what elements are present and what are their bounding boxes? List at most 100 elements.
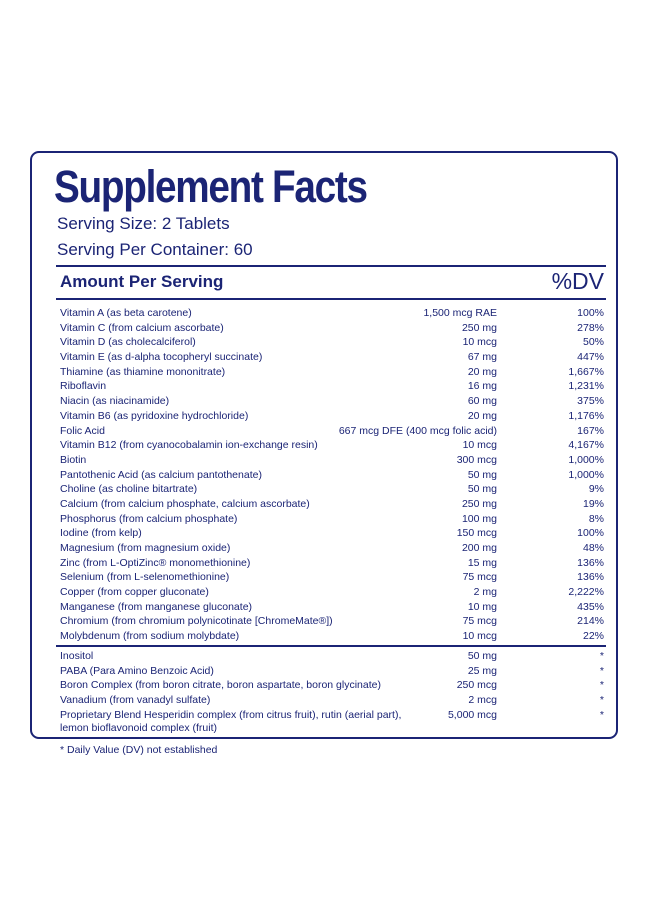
nutrient-row: Riboflavin 16 mg 1,231% xyxy=(60,379,604,394)
nutrient-amount: 2 mcg xyxy=(468,694,497,707)
nutrient-row: Vitamin B6 (as pyridoxine hydrochloride)… xyxy=(60,409,604,424)
nutrient-row: Vitamin B12 (from cyanocobalamin ion-exc… xyxy=(60,438,604,453)
nutrient-dv: 9% xyxy=(588,483,604,496)
nutrient-amount: 1,500 mcg RAE xyxy=(423,307,497,319)
nutrient-row: Chromium (from chromium polynicotinate [… xyxy=(60,614,604,629)
nutrient-dv: 167% xyxy=(577,424,604,437)
nutrient-dv: 1,000% xyxy=(568,453,604,466)
nutrient-name: PABA (Para Amino Benzoic Acid) xyxy=(60,664,214,677)
dv-header: %DV xyxy=(551,268,604,294)
nutrient-amount: 67 mg xyxy=(467,351,497,364)
nutrient-amount: 250 mg xyxy=(461,497,497,510)
nutrient-amount: 10 mg xyxy=(467,600,497,613)
nutrient-name: Boron Complex (from boron citrate, boron… xyxy=(60,679,381,692)
nutrient-dv: 8% xyxy=(588,512,604,525)
nutrient-amount: 16 mg xyxy=(467,380,497,393)
nutrient-amount: 250 mg xyxy=(461,321,497,334)
panel-title: Supplement Facts xyxy=(54,161,368,212)
nutrient-amount: 20 mg xyxy=(467,409,497,422)
nutrient-amount: 2 mg xyxy=(473,586,497,599)
nutrient-dv: 48% xyxy=(582,542,604,554)
nutrient-name: Vitamin C (from calcium ascorbate) xyxy=(60,321,224,334)
nutrient-row: Molybdenum (from sodium molybdate) 10 mcg… xyxy=(60,629,604,644)
nutrient-amount: 15 mg xyxy=(467,556,497,569)
nutrient-dv: * xyxy=(599,664,604,677)
nutrient-name: Vitamin D (as cholecalciferol) xyxy=(60,336,196,349)
nutrient-amount: 10 mcg xyxy=(462,439,497,452)
nutrient-amount: 25 mg xyxy=(467,664,497,677)
nutrient-amount: 10 mcg xyxy=(462,336,497,349)
other-ingredient-list: Inositol 50 mg * PABA (Para Amino Benzoic A… xyxy=(60,649,604,736)
nutrient-dv: * xyxy=(599,679,604,692)
nutrient-row: Boron Complex (from boron citrate, boron… xyxy=(60,678,604,693)
amount-per-serving-header: Amount Per Serving xyxy=(60,272,224,291)
nutrient-name: Manganese (from manganese gluconate) xyxy=(60,600,253,613)
nutrient-row: Magnesium (from magnesium oxide) 200 mg 48… xyxy=(60,541,604,556)
nutrient-dv: 278% xyxy=(577,321,604,334)
nutrient-name: Magnesium (from magnesium oxide) xyxy=(60,542,231,554)
servings-per-container: Serving Per Container: 60 xyxy=(57,240,253,259)
nutrient-dv: 1,667% xyxy=(568,365,604,378)
nutrient-name: Molybdenum (from sodium molybdate) xyxy=(60,630,240,643)
nutrient-name: Folic Acid xyxy=(60,424,105,437)
nutrient-row: Vitamin E (as d-alpha tocopheryl succina… xyxy=(60,350,604,365)
nutrient-row: Vitamin C (from calcium ascorbate) 250 mg… xyxy=(60,321,604,336)
nutrient-row: Vitamin A (as beta carotene) 1,500 mcg RA… xyxy=(60,306,604,321)
nutrient-name: Choline (as choline bitartrate) xyxy=(60,483,198,496)
nutrient-row: Choline (as choline bitartrate) 50 mg 9% xyxy=(60,482,604,497)
nutrient-amount: 5,000 mcg xyxy=(447,708,497,721)
nutrient-dv: 447% xyxy=(577,351,604,364)
nutrient-dv: 4,167% xyxy=(568,439,604,452)
nutrient-dv: 214% xyxy=(577,615,604,628)
nutrient-name: Vitamin A (as beta carotene) xyxy=(60,307,192,319)
nutrient-dv: * xyxy=(599,694,604,707)
nutrient-amount: 100 mg xyxy=(461,512,497,525)
nutrient-amount: 60 mg xyxy=(467,395,497,408)
nutrient-name: Proprietary Blend Hesperidin complex (fr… xyxy=(60,708,402,734)
nutrient-name: Vitamin B12 (from cyanocobalamin ion-exc… xyxy=(60,439,318,452)
nutrient-amount: 50 mg xyxy=(467,483,497,496)
nutrient-row: Copper (from copper gluconate) 2 mg 2,222% xyxy=(60,585,604,600)
nutrient-dv: 50% xyxy=(582,336,604,349)
nutrient-dv: 136% xyxy=(577,571,604,584)
nutrient-amount: 667 mcg DFE (400 mcg folic acid) xyxy=(338,424,497,437)
nutrient-name: Thiamine (as thiamine mononitrate) xyxy=(60,365,226,378)
nutrient-row: Vitamin D (as cholecalciferol) 10 mcg 50% xyxy=(60,335,604,350)
nutrient-amount: 300 mcg xyxy=(456,453,497,466)
nutrient-name: Pantothenic Acid (as calcium pantothenat… xyxy=(60,468,262,481)
nutrient-row: Thiamine (as thiamine mononitrate) 20 mg 1… xyxy=(60,365,604,380)
nutrient-row: Calcium (from calcium phosphate, calcium… xyxy=(60,497,604,512)
nutrient-dv: * xyxy=(599,708,604,721)
nutrient-name: Inositol xyxy=(60,650,94,662)
serving-size: Serving Size: 2 Tablets xyxy=(57,214,230,233)
nutrient-name: Vanadium (from vanadyl sulfate) xyxy=(60,694,211,707)
nutrient-name: Riboflavin xyxy=(60,380,107,393)
nutrient-dv: 435% xyxy=(577,600,604,613)
nutrient-row: Pantothenic Acid (as calcium pantothenat… xyxy=(60,468,604,483)
divider-header xyxy=(56,298,606,300)
nutrient-row: Iodine (from kelp) 150 mcg 100% xyxy=(60,526,604,541)
nutrient-amount: 50 mg xyxy=(467,650,497,662)
nutrient-row: Phosphorus (from calcium phosphate) 100 m… xyxy=(60,512,604,527)
nutrient-dv: 2,222% xyxy=(568,586,604,599)
nutrient-amount: 20 mg xyxy=(467,365,497,378)
nutrient-list: Vitamin A (as beta carotene) 1,500 mcg RA… xyxy=(60,306,604,644)
nutrient-amount: 150 mcg xyxy=(456,527,497,540)
nutrient-dv: 19% xyxy=(582,497,604,510)
nutrient-row: Biotin 300 mcg 1,000% xyxy=(60,453,604,468)
nutrient-dv: 375% xyxy=(577,395,604,408)
nutrient-row: Niacin (as niacinamide) 60 mg 375% xyxy=(60,394,604,409)
nutrient-name: Chromium (from chromium polynicotinate [… xyxy=(60,615,333,628)
nutrient-row: Vanadium (from vanadyl sulfate) 2 mcg * xyxy=(60,693,604,708)
nutrient-amount: 50 mg xyxy=(467,468,497,481)
nutrient-amount: 200 mg xyxy=(461,542,497,554)
nutrient-name: Copper (from copper gluconate) xyxy=(60,586,209,599)
nutrient-row: PABA (Para Amino Benzoic Acid) 25 mg * xyxy=(60,664,604,679)
nutrient-row: Folic Acid 667 mcg DFE (400 mcg folic aci… xyxy=(60,424,604,439)
nutrient-name: Calcium (from calcium phosphate, calcium… xyxy=(60,497,310,510)
nutrient-dv: * xyxy=(599,650,604,662)
nutrient-row: Proprietary Blend Hesperidin complex (fr… xyxy=(60,708,604,736)
nutrient-row: Manganese (from manganese gluconate) 10 m… xyxy=(60,600,604,615)
nutrient-dv: 136% xyxy=(577,556,604,569)
divider-thick xyxy=(56,265,606,267)
